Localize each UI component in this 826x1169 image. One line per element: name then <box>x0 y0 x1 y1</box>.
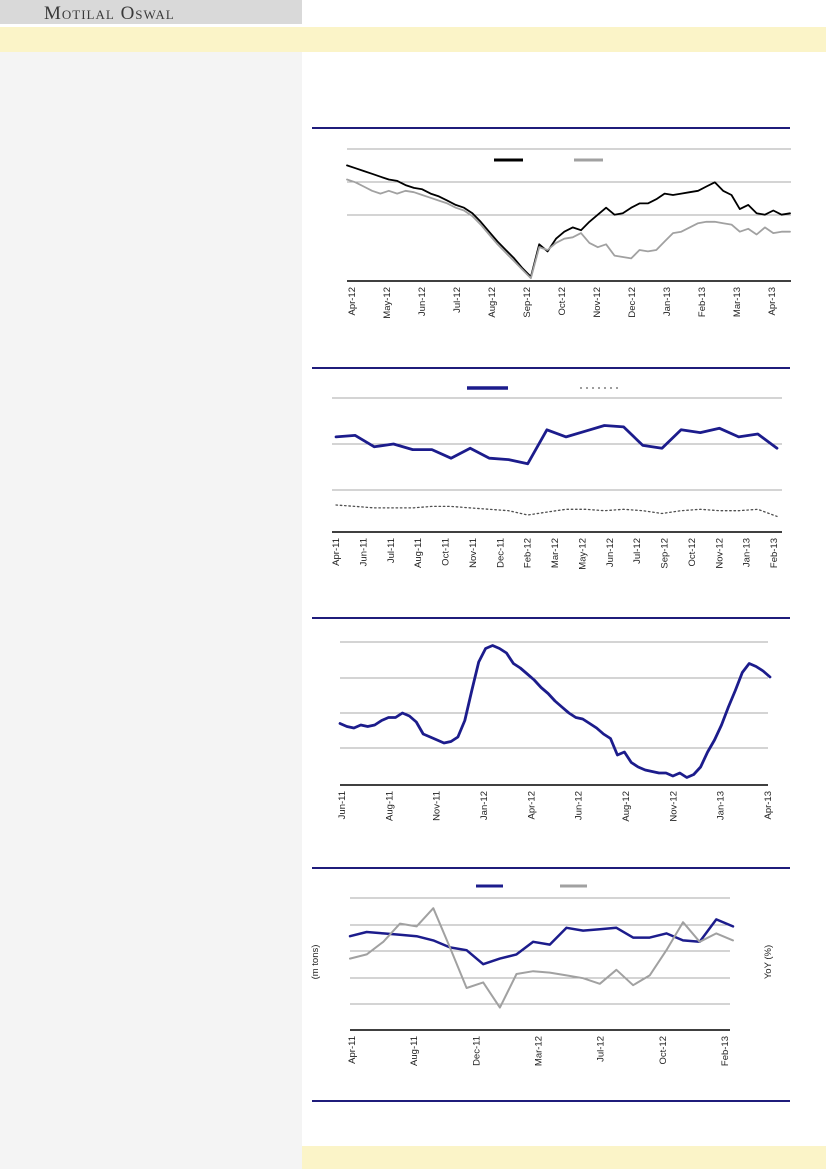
chart-3-series-navy-line <box>338 644 772 779</box>
chart-1-x-label-11: Mar-13 <box>732 287 743 317</box>
chart-3-x-label-8: Jan-13 <box>716 791 727 820</box>
chart-3-x-label-0: Jun-11 <box>337 791 348 819</box>
chart-3-x-label-6: Aug-12 <box>621 791 632 822</box>
chart-3-x-label-3: Jan-12 <box>479 791 490 820</box>
chart-3-x-label-1: Aug-11 <box>384 791 395 821</box>
chart-2-x-label-5: Nov-11 <box>468 538 479 568</box>
chart-2-x-label-9: May-12 <box>577 538 588 570</box>
chart-2-x-label-16: Feb-13 <box>769 538 780 568</box>
chart-2-x-label-6: Dec-11 <box>495 538 506 568</box>
chart-4-x-label-2: Dec-11 <box>471 1036 482 1066</box>
chart-4-x-label-4: Jul-12 <box>596 1036 607 1062</box>
chart-1-x-label-8: Dec-12 <box>627 287 638 318</box>
chart-1-series-black-line <box>346 164 791 278</box>
content-area <box>302 52 826 1146</box>
chart-3-x-label-2: Nov-11 <box>432 791 443 821</box>
chart-1-x-label-10: Feb-13 <box>697 287 708 317</box>
chart-4-x-label-3: Mar-12 <box>534 1036 545 1066</box>
chart-2-series-dotted-line <box>335 504 778 518</box>
chart-1-x-label-5: Sep-12 <box>522 287 533 318</box>
top-gray-box <box>0 0 302 24</box>
chart-3-x-label-5: Jun-12 <box>574 791 585 820</box>
chart-2-x-label-12: Sep-12 <box>660 538 671 569</box>
chart-2-x-label-13: Oct-12 <box>687 538 698 567</box>
chart-4-x-label-0: Apr-11 <box>347 1036 358 1064</box>
chart-1-x-label-9: Jan-13 <box>662 287 673 316</box>
chart-3: Jun-11 Aug-11 Nov-11 Jan-12 Apr-12 Jun-12 Aug-… <box>312 617 790 822</box>
chart-1-x-label-7: Nov-12 <box>592 287 603 318</box>
chart-1-x-label-3: Jul-12 <box>452 287 463 313</box>
chart-2-x-label-0: Apr-11 <box>331 538 342 566</box>
brand-logo-text: Motilal Oswal <box>44 3 175 24</box>
chart-4-x-label-5: Oct-12 <box>658 1036 669 1065</box>
chart-2-x-label-11: Jul-12 <box>632 538 643 564</box>
chart-2-series-navy-line <box>334 424 779 466</box>
footer-band <box>302 1146 826 1169</box>
chart-2-x-label-7: Feb-12 <box>523 538 534 568</box>
chart-2-x-label-8: Mar-12 <box>550 538 561 568</box>
chart-1-x-label-0: Apr-12 <box>347 287 358 316</box>
chart-1-x-label-6: Oct-12 <box>557 287 568 316</box>
chart-3-x-label-9: Apr-13 <box>763 791 774 820</box>
chart-1-series-gray-line <box>346 178 791 280</box>
sidebar-panel <box>0 52 302 1169</box>
chart-4: Apr-11 Aug-11 Dec-11 Mar-12 Jul-12 Oct-12 Feb-… <box>310 867 790 1066</box>
chart-2-x-label-3: Aug-11 <box>413 538 424 568</box>
chart-2-x-label-15: Jan-13 <box>742 538 753 567</box>
chart-1-x-label-1: May-12 <box>382 287 393 319</box>
chart-1: Apr-12 May-12 Jun-12 Jul-12 Aug-12 Sep-12 Oct-… <box>312 127 791 319</box>
chart-4-x-label-1: Aug-11 <box>409 1036 420 1066</box>
chart-3-x-label-7: Nov-12 <box>668 791 679 822</box>
chart-1-x-label-4: Aug-12 <box>487 287 498 318</box>
header-band <box>0 27 826 52</box>
chart-4-ylabel-left: (m tons) <box>310 945 321 980</box>
chart-2-x-label-1: Jun-11 <box>358 538 369 566</box>
chart-2-x-label-14: Nov-12 <box>714 538 725 569</box>
chart-4-ylabel-right: YoY (%) <box>763 945 774 979</box>
chart-2-x-label-4: Oct-11 <box>441 538 452 566</box>
chart-4-series-gray-line <box>349 907 734 1009</box>
chart-1-x-label-12: Apr-13 <box>767 287 778 316</box>
chart-3-x-label-4: Apr-12 <box>526 791 537 820</box>
chart-4-x-label-6: Feb-13 <box>720 1036 731 1066</box>
chart-2-x-label-2: Jul-11 <box>386 538 397 563</box>
chart-2: Apr-11 Jun-11 Jul-11 Aug-11 Oct-11 Nov-11 Dec-… <box>312 367 790 570</box>
chart-4-series-navy-line <box>348 918 735 966</box>
chart-1-x-label-2: Jun-12 <box>417 287 428 316</box>
chart-2-x-label-10: Jun-12 <box>605 538 616 567</box>
